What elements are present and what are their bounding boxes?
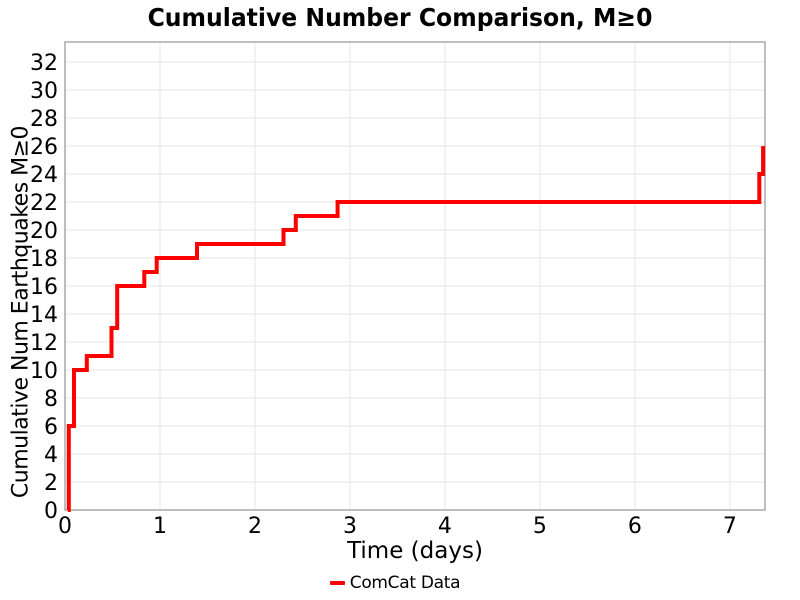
x-tick-label: 4: [438, 514, 452, 539]
legend-line-swatch: [329, 581, 345, 585]
y-tick-label: 0: [44, 499, 58, 524]
x-axis-label: Time (days): [347, 538, 483, 564]
x-tick-label: 7: [723, 514, 737, 539]
y-tick-label: 32: [30, 51, 58, 76]
chart-title: Cumulative Number Comparison, M≥0: [147, 3, 653, 32]
y-tick-label: 20: [30, 219, 58, 244]
y-tick-label: 26: [30, 135, 58, 160]
x-tick-label: 0: [58, 514, 72, 539]
y-tick-label: 16: [30, 275, 58, 300]
y-tick-label: 6: [44, 415, 58, 440]
y-tick-label: 8: [44, 387, 58, 412]
legend: ComCat Data: [0, 573, 790, 593]
y-tick-label: 24: [30, 163, 58, 188]
y-tick-label: 10: [30, 359, 58, 384]
y-tick-label: 28: [30, 107, 58, 132]
x-tick-label: 1: [153, 514, 167, 539]
y-tick-label: 2: [44, 471, 58, 496]
x-tick-label: 6: [628, 514, 642, 539]
x-tick-label: 3: [343, 514, 357, 539]
legend-label: ComCat Data: [349, 573, 461, 593]
y-tick-label: 14: [30, 303, 58, 328]
y-tick-label: 4: [44, 443, 58, 468]
y-tick-label: 22: [30, 191, 58, 216]
x-tick-label: 5: [533, 514, 547, 539]
y-tick-label: 18: [30, 247, 58, 272]
y-tick-label: 12: [30, 331, 58, 356]
y-tick-label: 30: [30, 79, 58, 104]
panel-border: [64, 41, 766, 511]
x-tick-label: 2: [248, 514, 262, 539]
series-line-comcat-data: [66, 146, 766, 512]
